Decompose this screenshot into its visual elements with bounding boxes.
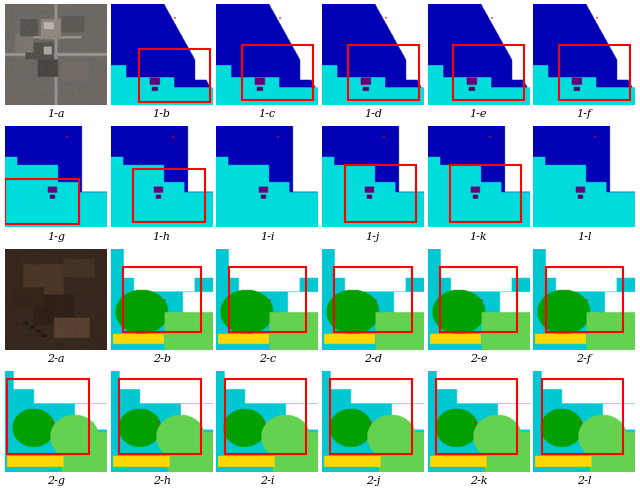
Text: 2-h: 2-h bbox=[152, 476, 171, 486]
Text: 2-g: 2-g bbox=[47, 476, 65, 486]
Text: 2-i: 2-i bbox=[260, 476, 275, 486]
Bar bbox=[559, 45, 630, 100]
Bar bbox=[541, 379, 623, 454]
Text: 2-a: 2-a bbox=[47, 354, 65, 364]
Text: 2-b: 2-b bbox=[152, 354, 171, 364]
Text: 1-f: 1-f bbox=[577, 109, 591, 119]
Bar bbox=[5, 179, 79, 224]
Bar bbox=[225, 379, 306, 454]
Text: 1-i: 1-i bbox=[260, 232, 275, 241]
Text: 2-k: 2-k bbox=[470, 476, 487, 486]
Bar bbox=[330, 379, 412, 454]
Bar bbox=[440, 267, 517, 332]
Bar bbox=[436, 379, 517, 454]
Bar bbox=[228, 267, 306, 332]
Bar bbox=[348, 45, 419, 100]
Bar bbox=[140, 49, 210, 102]
Bar bbox=[133, 169, 205, 222]
Text: 2-c: 2-c bbox=[259, 354, 276, 364]
Text: 1-g: 1-g bbox=[47, 232, 65, 241]
Bar bbox=[242, 45, 313, 100]
Bar bbox=[453, 45, 524, 100]
Bar bbox=[450, 165, 522, 222]
Bar bbox=[123, 267, 200, 332]
Bar bbox=[119, 379, 200, 454]
Bar bbox=[545, 267, 623, 332]
Text: 1-j: 1-j bbox=[365, 232, 380, 241]
Text: 1-c: 1-c bbox=[259, 109, 276, 119]
Text: 1-h: 1-h bbox=[152, 232, 171, 241]
Text: 2-d: 2-d bbox=[364, 354, 382, 364]
Text: 1-e: 1-e bbox=[470, 109, 487, 119]
Text: 1-l: 1-l bbox=[577, 232, 591, 241]
Text: 1-k: 1-k bbox=[470, 232, 487, 241]
Text: 1-a: 1-a bbox=[47, 109, 65, 119]
Text: 2-f: 2-f bbox=[577, 354, 591, 364]
Text: 2-l: 2-l bbox=[577, 476, 591, 486]
Text: 1-d: 1-d bbox=[364, 109, 382, 119]
Bar bbox=[334, 267, 412, 332]
Text: 2-e: 2-e bbox=[470, 354, 487, 364]
Text: 1-b: 1-b bbox=[152, 109, 171, 119]
Bar bbox=[8, 379, 89, 454]
Text: 2-j: 2-j bbox=[365, 476, 380, 486]
Bar bbox=[344, 165, 416, 222]
